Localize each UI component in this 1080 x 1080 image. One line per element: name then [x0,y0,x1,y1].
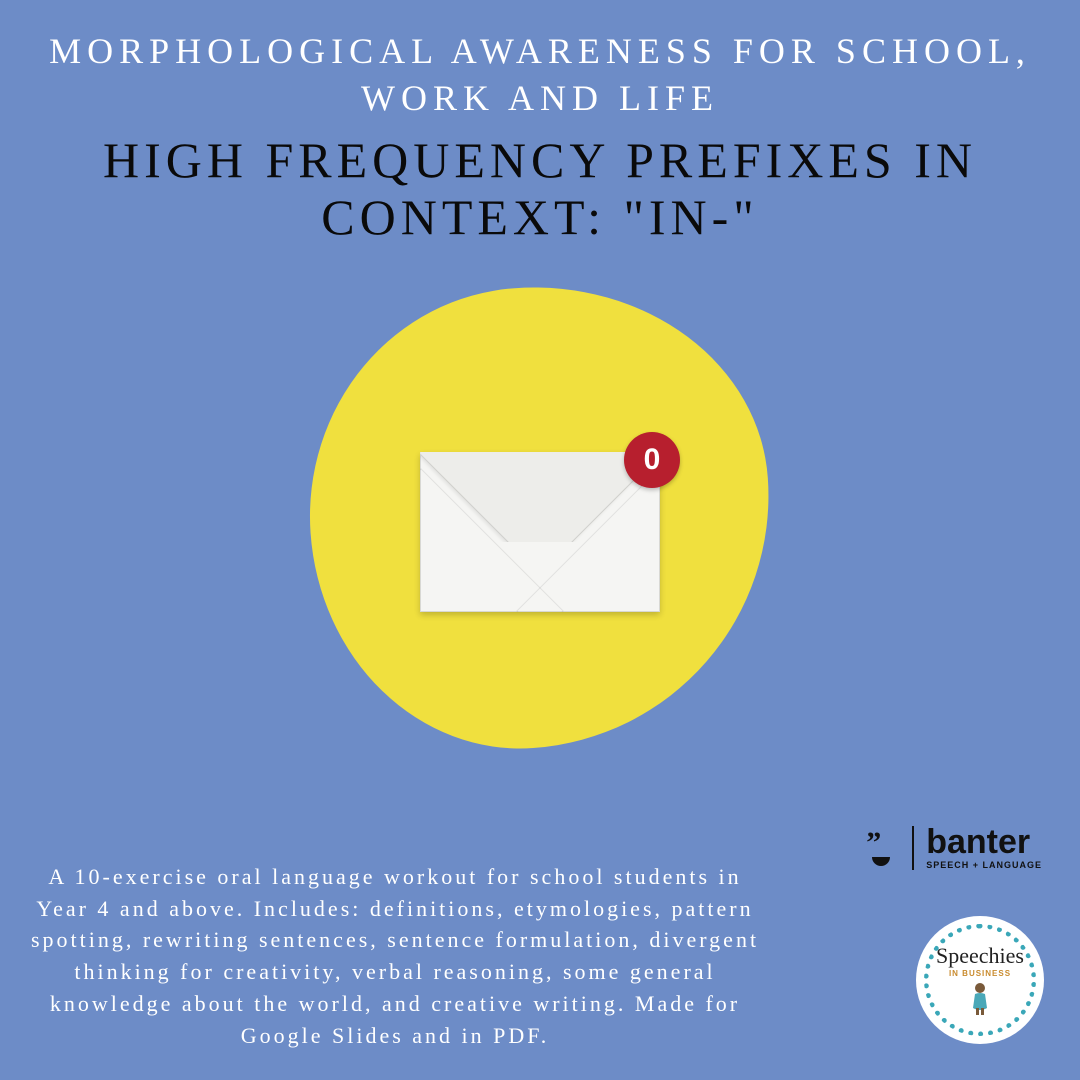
banter-tagline: SPEECH + LANGUAGE [926,861,1042,870]
banter-logo-mark: ” [860,828,900,868]
banter-logo: ” banter SPEECH + LANGUAGE [860,825,1042,870]
badge-count: 0 [644,443,661,477]
speechies-name: Speechies [936,945,1024,967]
quote-icon: ” [866,828,877,858]
logo-divider [912,826,914,870]
envelope-illustration: 0 [420,452,660,612]
speechies-figure-icon [965,982,995,1016]
banter-wordmark: banter SPEECH + LANGUAGE [926,825,1042,870]
hero-graphic: 0 [0,257,1080,777]
banter-name: banter [926,825,1042,859]
notification-badge: 0 [624,432,680,488]
series-header: MORPHOLOGICAL AWARENESS FOR SCHOOL, WORK… [0,0,1080,132]
smile-icon [872,857,890,866]
speechies-logo-inner: Speechies IN BUSINESS [924,924,1036,1036]
speechies-tagline: IN BUSINESS [949,969,1011,978]
speechies-logo: Speechies IN BUSINESS [916,916,1044,1044]
page-title: HIGH FREQUENCY PREFIXES IN CONTEXT: "IN-… [0,132,1080,257]
product-description: A 10-exercise oral language workout for … [0,861,760,1052]
